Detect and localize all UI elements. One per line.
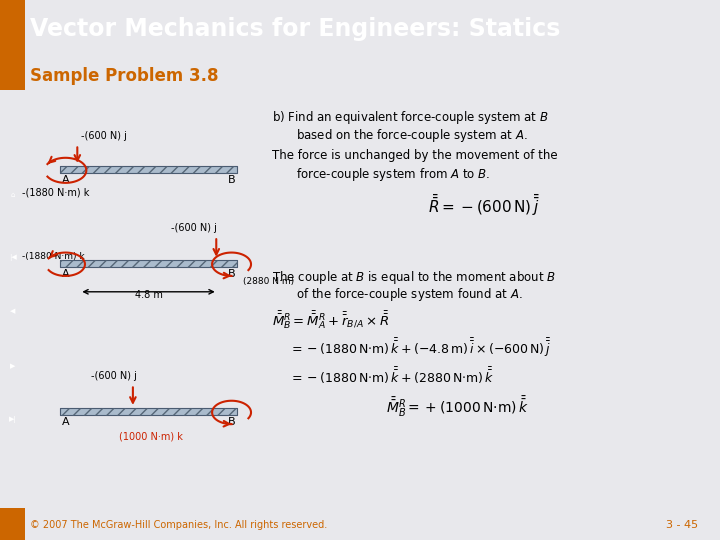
Bar: [60, 260, 237, 267]
Text: A: A: [62, 417, 69, 427]
Bar: [0, 59, 25, 90]
Text: -(600 N) j: -(600 N) j: [91, 372, 137, 381]
Text: (2880 N·m): (2880 N·m): [243, 277, 294, 286]
Text: b) Find an equivalent force-couple system at $B$: b) Find an equivalent force-couple syste…: [272, 109, 549, 126]
Text: ▶: ▶: [10, 363, 15, 369]
Text: ▶|: ▶|: [9, 416, 17, 423]
Text: © 2007 The McGraw-Hill Companies, Inc. All rights reserved.: © 2007 The McGraw-Hill Companies, Inc. A…: [30, 521, 328, 530]
Text: Vector Mechanics for Engineers: Statics: Vector Mechanics for Engineers: Statics: [30, 17, 561, 41]
Text: force-couple system from $A$ to $B$.: force-couple system from $A$ to $B$.: [296, 166, 490, 183]
Text: B: B: [228, 269, 235, 279]
Bar: [60, 408, 237, 415]
Text: based on the force-couple system at $A$.: based on the force-couple system at $A$.: [296, 127, 528, 144]
Bar: [0, 0, 25, 60]
Text: ⌂: ⌂: [10, 192, 15, 198]
Text: -(1880 N·m) k: -(1880 N·m) k: [22, 187, 89, 197]
Bar: [60, 166, 237, 173]
Text: ◀: ◀: [10, 308, 15, 314]
Text: $= -(1880\,\mathrm{N{\cdot}m})\,\bar{\bar{k}} + (-4.8\,\mathrm{m})\,\bar{\bar{i}: $= -(1880\,\mathrm{N{\cdot}m})\,\bar{\ba…: [289, 338, 552, 359]
Bar: [60, 260, 237, 267]
Text: $\bar{\bar{M}}_B^R = +(1000\,\mathrm{N{\cdot}m})\,\bar{\bar{k}}$: $\bar{\bar{M}}_B^R = +(1000\,\mathrm{N{\…: [387, 394, 529, 418]
Text: The force is unchanged by the movement of the: The force is unchanged by the movement o…: [272, 150, 557, 163]
Text: (1000 N·m) k: (1000 N·m) k: [119, 432, 183, 442]
Text: $\bar{\bar{M}}_B^R = \bar{\bar{M}}_A^R + \bar{\bar{r}}_{B/A} \times \bar{\bar{R}: $\bar{\bar{M}}_B^R = \bar{\bar{M}}_A^R +…: [272, 309, 390, 331]
Text: Sample Problem 3.8: Sample Problem 3.8: [30, 67, 219, 85]
Bar: [60, 166, 237, 173]
Text: |◀: |◀: [9, 254, 17, 261]
Text: A: A: [62, 269, 69, 279]
Text: The couple at $B$ is equal to the moment about $B$: The couple at $B$ is equal to the moment…: [272, 269, 556, 286]
Text: B: B: [228, 417, 235, 427]
Text: -(600 N) j: -(600 N) j: [171, 223, 217, 233]
Text: $= -(1880\,\mathrm{N{\cdot}m})\,\bar{\bar{k}} + (2880\,\mathrm{N{\cdot}m})\,\bar: $= -(1880\,\mathrm{N{\cdot}m})\,\bar{\ba…: [289, 366, 495, 386]
Text: 4.8 m: 4.8 m: [135, 291, 163, 300]
Text: B: B: [228, 176, 235, 185]
Text: of the force-couple system found at $A$.: of the force-couple system found at $A$.: [296, 286, 523, 303]
Bar: [60, 408, 237, 415]
Text: -(1880 N·m) k: -(1880 N·m) k: [22, 252, 84, 261]
Text: -(600 N) j: -(600 N) j: [81, 131, 127, 141]
Text: $\bar{\bar{R}} = -(600\,\mathrm{N})\,\bar{\bar{j}}$: $\bar{\bar{R}} = -(600\,\mathrm{N})\,\ba…: [428, 192, 540, 218]
Bar: [0, 508, 25, 540]
Text: A: A: [62, 176, 69, 185]
Text: 3 - 45: 3 - 45: [666, 521, 698, 530]
